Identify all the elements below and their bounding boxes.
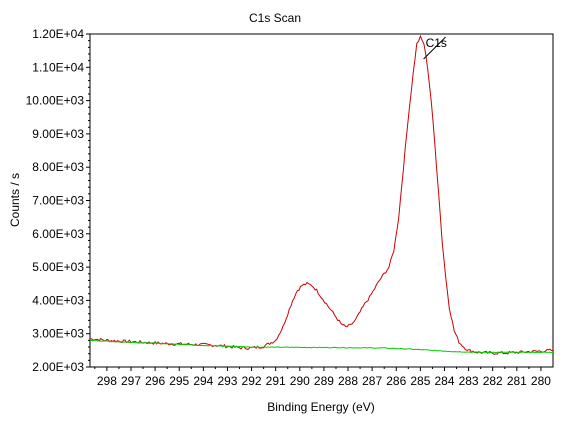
x-tick-label: 292	[242, 374, 262, 388]
chart-title: C1s Scan	[249, 11, 301, 25]
plot-area	[89, 33, 554, 368]
x-tick-label: 297	[121, 374, 141, 388]
peak-label: C1s	[426, 36, 447, 50]
series-layer	[89, 34, 554, 355]
y-tick-label: 9.00E+03	[32, 127, 84, 141]
y-tick-label: 3.00E+03	[32, 327, 84, 341]
x-tick-label: 283	[459, 374, 479, 388]
y-axis: 2.00E+03 3.00E+03 4.00E+03 5.00E+03 6.00E+03…	[26, 27, 90, 374]
x-tick-label: 281	[507, 374, 527, 388]
y-tick-label: 8.00E+03	[32, 160, 84, 174]
x-tick-label: 288	[338, 374, 358, 388]
y-tick-label: 5.00E+03	[32, 260, 84, 274]
y-tick-label: 2.00E+03	[32, 360, 84, 374]
y-tick-label: 1.20E+04	[32, 27, 84, 41]
x-tick-label: 280	[531, 374, 551, 388]
x-tick-label: 286	[386, 374, 406, 388]
x-tick-label: 284	[434, 374, 454, 388]
x-tick-label: 295	[169, 374, 189, 388]
x-tick-label: 287	[362, 374, 382, 388]
x-axis: 298 297 296 295 294 293 292 291 290 289 288 287 286 2…	[94, 367, 551, 388]
x-axis-label: Binding Energy (eV)	[267, 400, 374, 414]
annotation-layer: C1s	[423, 36, 447, 60]
x-tick-label: 289	[314, 374, 334, 388]
series-line-1	[89, 339, 554, 354]
y-tick-label: 4.00E+03	[32, 293, 84, 307]
x-tick-label: 290	[290, 374, 310, 388]
y-tick-label: 1.10E+04	[32, 60, 84, 74]
x-tick-label: 291	[266, 374, 286, 388]
x-tick-label: 298	[97, 374, 117, 388]
x-tick-label: 296	[145, 374, 165, 388]
x-tick-label: 285	[410, 374, 430, 388]
y-tick-label: 10.00E+03	[26, 94, 85, 108]
x-tick-label: 294	[193, 374, 213, 388]
peak-marker-line	[423, 36, 446, 60]
x-tick-label: 282	[483, 374, 503, 388]
y-tick-label: 7.00E+03	[32, 194, 84, 208]
x-tick-label: 293	[217, 374, 237, 388]
y-axis-label: Counts / s	[8, 173, 22, 227]
y-tick-label: 6.00E+03	[32, 227, 84, 241]
